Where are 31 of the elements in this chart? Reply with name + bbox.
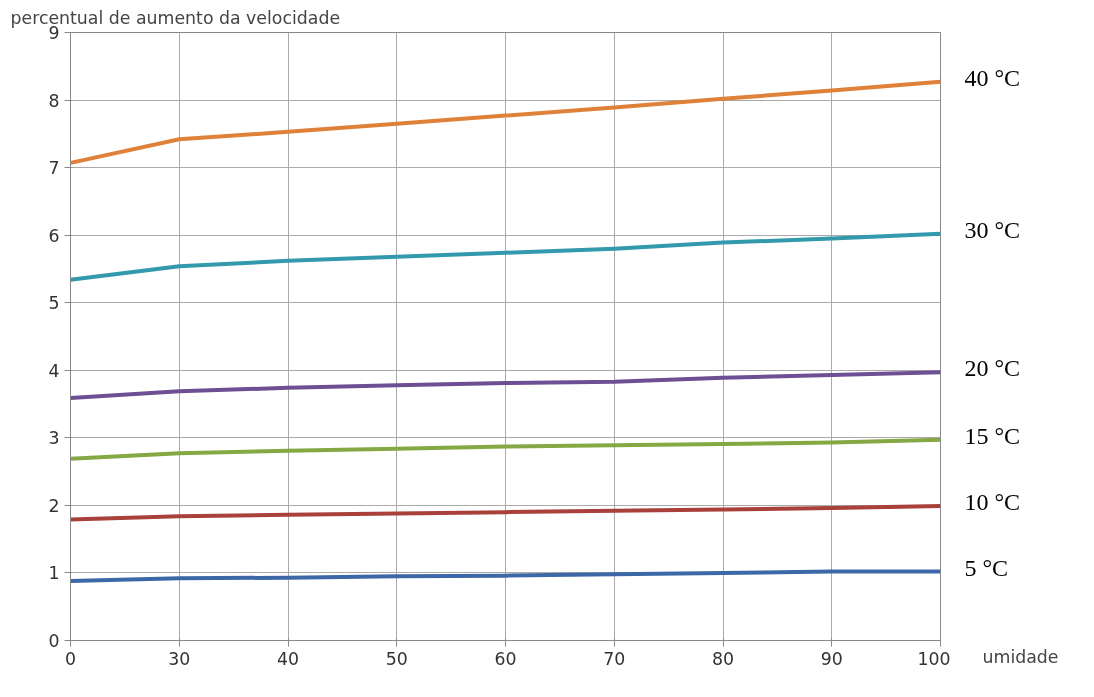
y-tick-label: 3 (48, 428, 60, 449)
y-tick-label: 0 (48, 631, 60, 651)
line-series (70, 504, 941, 522)
x-tick-label: 0 (64, 648, 77, 669)
series-label: 15 °C (964, 422, 1021, 449)
y-tick-label: 4 (48, 360, 60, 381)
x-tick-label: 90 (820, 648, 843, 669)
series-label: 5 °C (964, 554, 1009, 581)
line-series (70, 370, 941, 400)
series-label: 40 °C (964, 64, 1021, 91)
x-axis-title: umidade (982, 646, 1059, 667)
x-tick-label: 70 (603, 648, 626, 669)
x-tick-label: 30 (168, 648, 191, 669)
y-tick-label: 7 (48, 158, 60, 179)
y-tick-label: 8 (48, 90, 60, 111)
line-series (70, 569, 941, 584)
line-series (70, 437, 941, 461)
x-tick-label: 60 (494, 648, 517, 669)
line-series (70, 79, 941, 165)
y-tick-label: 1 (48, 563, 60, 584)
y-tick-label: 5 (48, 293, 60, 314)
x-tick-label: 80 (711, 648, 735, 669)
y-tick-label: 2 (48, 495, 60, 516)
series-label: 30 °C (964, 216, 1021, 243)
x-tick-label: 40 (276, 648, 300, 669)
x-tick-label: 100 (917, 648, 951, 669)
x-tick-label: 50 (385, 648, 408, 669)
series-label: 10 °C (964, 489, 1021, 516)
y-tick-label: 6 (48, 225, 60, 246)
line-series (70, 231, 941, 282)
series-label: 20 °C (964, 355, 1021, 382)
